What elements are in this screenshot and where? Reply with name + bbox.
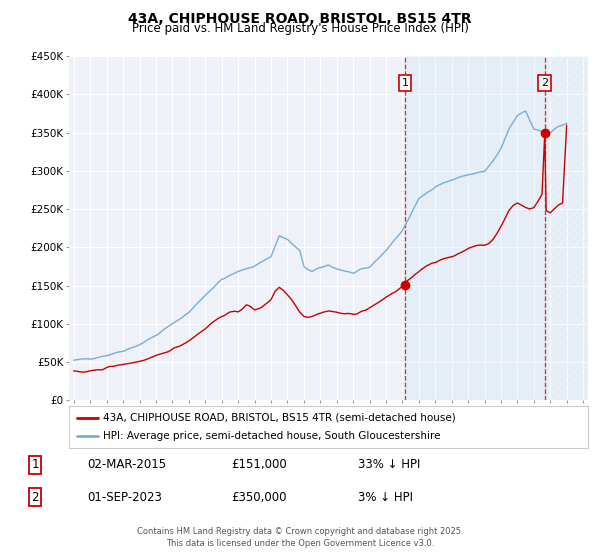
Text: 02-MAR-2015: 02-MAR-2015 (87, 459, 166, 472)
Text: 2: 2 (541, 78, 548, 88)
Text: 2: 2 (31, 491, 39, 503)
Bar (545, 56, 600, 400)
Text: Price paid vs. HM Land Registry's House Price Index (HPI): Price paid vs. HM Land Registry's House … (131, 22, 469, 35)
Text: 43A, CHIPHOUSE ROAD, BRISTOL, BS15 4TR (semi-detached house): 43A, CHIPHOUSE ROAD, BRISTOL, BS15 4TR (… (103, 413, 455, 423)
Text: 43A, CHIPHOUSE ROAD, BRISTOL, BS15 4TR: 43A, CHIPHOUSE ROAD, BRISTOL, BS15 4TR (128, 12, 472, 26)
Text: 33% ↓ HPI: 33% ↓ HPI (358, 459, 420, 472)
Bar (405, 56, 545, 400)
Text: Contains HM Land Registry data © Crown copyright and database right 2025.
This d: Contains HM Land Registry data © Crown c… (137, 527, 463, 548)
Text: 01-SEP-2023: 01-SEP-2023 (87, 491, 162, 503)
Text: £151,000: £151,000 (231, 459, 287, 472)
Text: HPI: Average price, semi-detached house, South Gloucestershire: HPI: Average price, semi-detached house,… (103, 431, 440, 441)
Text: 1: 1 (402, 78, 409, 88)
Text: 3% ↓ HPI: 3% ↓ HPI (358, 491, 413, 503)
Text: £350,000: £350,000 (231, 491, 286, 503)
Text: 1: 1 (31, 459, 39, 472)
